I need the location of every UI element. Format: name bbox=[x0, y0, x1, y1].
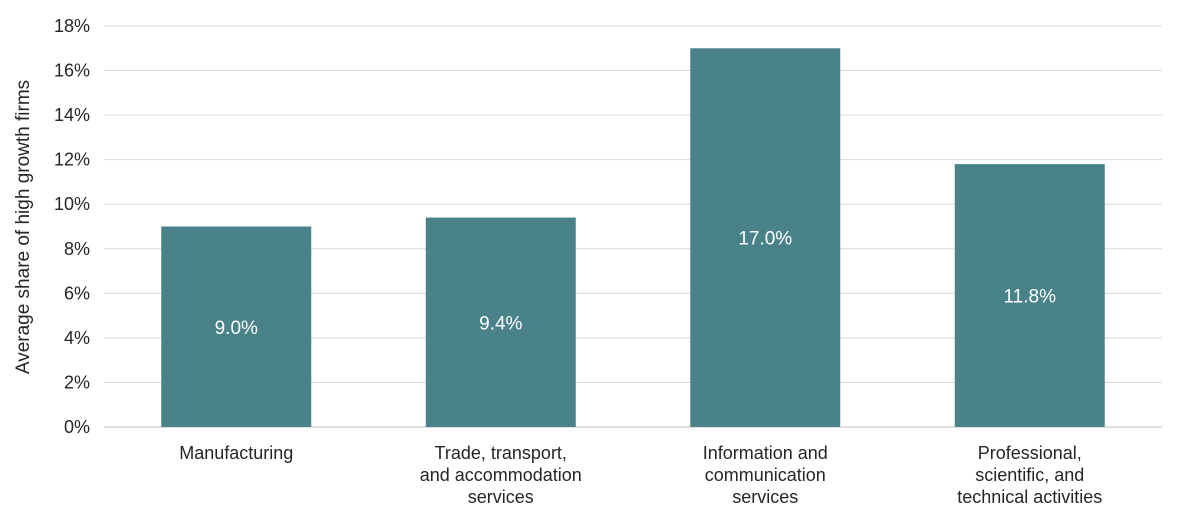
y-axis-title: Average share of high growth firms bbox=[13, 80, 34, 374]
x-axis-categories: Manufacturing Trade, transport,and accomm… bbox=[179, 443, 1102, 507]
x-category-label: Manufacturing bbox=[179, 443, 293, 463]
y-tick-label: 14% bbox=[54, 105, 90, 125]
data-label: 9.4% bbox=[479, 313, 522, 334]
x-category-label: services bbox=[732, 487, 798, 507]
data-label: 11.8% bbox=[1004, 287, 1057, 308]
y-tick-label: 18% bbox=[54, 16, 90, 36]
y-axis-ticks: 0% 2% 4% 6% 8% 10% 12% 14% 16% 18% bbox=[54, 16, 90, 437]
y-tick-label: 0% bbox=[64, 417, 90, 437]
x-category-label: Professional, bbox=[978, 443, 1082, 463]
x-category-label: scientific, and bbox=[975, 465, 1084, 485]
data-label: 17.0% bbox=[738, 229, 792, 250]
y-tick-label: 6% bbox=[64, 283, 90, 303]
x-category-label: and accommodation bbox=[420, 465, 582, 485]
x-category-label: Trade, transport, bbox=[435, 443, 567, 463]
x-category-label: services bbox=[468, 487, 534, 507]
y-tick-label: 2% bbox=[64, 372, 90, 392]
bars bbox=[161, 48, 1105, 427]
y-tick-label: 12% bbox=[54, 150, 90, 170]
x-category-label: technical activities bbox=[957, 487, 1102, 507]
y-tick-label: 8% bbox=[64, 239, 90, 259]
x-category-label: communication bbox=[705, 465, 826, 485]
data-labels: 9.0% 9.4% 17.0% 11.8% bbox=[215, 229, 1056, 339]
y-tick-label: 10% bbox=[54, 194, 90, 214]
y-tick-label: 16% bbox=[54, 61, 90, 81]
data-label: 9.0% bbox=[215, 318, 258, 339]
x-category-label: Information and bbox=[703, 443, 828, 463]
y-tick-label: 4% bbox=[64, 328, 90, 348]
